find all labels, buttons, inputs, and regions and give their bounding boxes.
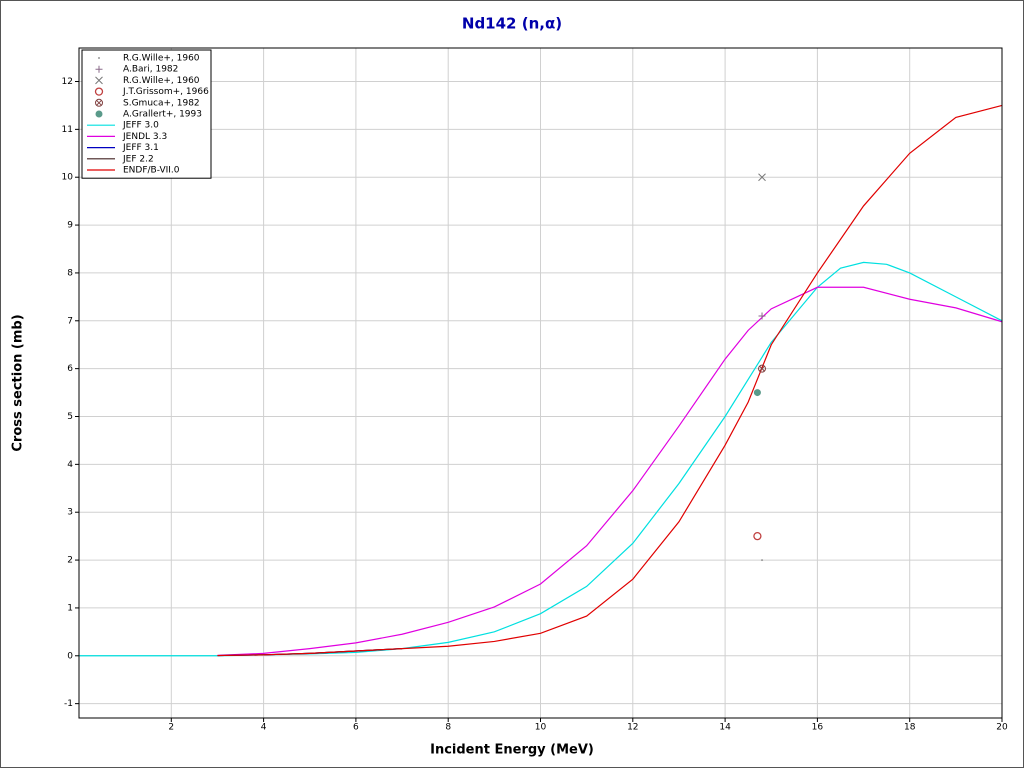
marker-circle — [758, 364, 767, 373]
y-tick-label: 5 — [67, 412, 73, 422]
y-tick-label: 10 — [62, 173, 74, 183]
y-tick-label: 3 — [67, 508, 73, 518]
marker — [753, 531, 762, 541]
marker — [761, 559, 764, 562]
marker — [95, 110, 103, 118]
marker — [758, 312, 766, 320]
marker — [98, 57, 100, 59]
legend-label: JENDL 3.3 — [122, 132, 167, 142]
y-tick-label: 11 — [62, 125, 73, 135]
y-tick-label: 7 — [67, 316, 73, 326]
y-tick-label: 8 — [67, 268, 73, 278]
y-tick-label: -1 — [64, 699, 73, 709]
marker — [95, 65, 103, 73]
marker-x — [96, 99, 102, 106]
y-axis-label: Cross section (mb) — [11, 314, 26, 451]
legend-label: JEFF 3.1 — [122, 143, 159, 153]
line-series — [217, 286, 1003, 656]
x-tick-label: 8 — [445, 723, 451, 733]
legend-box — [81, 49, 212, 179]
y-tick-label: 0 — [67, 651, 73, 661]
y-tick-label: 9 — [67, 221, 73, 231]
marker — [753, 389, 761, 397]
x-tick-label: 16 — [812, 723, 824, 733]
legend-label: R.G.Wille+, 1960 — [123, 54, 200, 64]
marker-circle — [95, 98, 103, 107]
marker-x — [759, 365, 765, 372]
marker-filled — [95, 110, 103, 118]
legend-label: J.T.Grissom+, 1966 — [122, 87, 209, 97]
marker — [94, 87, 104, 96]
marker-plus — [758, 312, 766, 320]
marker — [95, 98, 103, 107]
marker-x — [95, 76, 103, 85]
plot — [79, 104, 1003, 657]
x-tick-label: 20 — [996, 723, 1008, 733]
y-tick-label: 2 — [67, 556, 73, 566]
x-tick-label: 2 — [168, 723, 174, 733]
legend-label: JEF 2.2 — [122, 154, 154, 164]
x-tick-label: 14 — [719, 723, 731, 733]
marker — [758, 173, 766, 182]
x-tick-label: 18 — [904, 723, 916, 733]
y-tick-label: 4 — [67, 460, 73, 470]
marker-circle — [94, 87, 104, 96]
marker-dot — [98, 57, 100, 59]
marker-filled — [753, 389, 761, 397]
legend-label: R.G.Wille+, 1960 — [123, 76, 200, 86]
legend-label: JEFF 3.0 — [122, 121, 159, 131]
marker-x — [758, 173, 766, 182]
x-axis-label: Incident Energy (MeV) — [430, 743, 594, 758]
x-tick-label: 6 — [353, 723, 359, 733]
y-tick-label: 6 — [67, 364, 73, 374]
legend-label: S.Gmuca+, 1982 — [123, 98, 200, 108]
marker — [758, 364, 767, 373]
legend-label: ENDF/B-VII.0 — [123, 166, 180, 176]
line-series — [217, 104, 1003, 657]
marker-dot — [761, 559, 764, 562]
y-tick-label: 12 — [62, 77, 73, 87]
x-tick-label: 12 — [627, 723, 638, 733]
marker-circle — [753, 531, 762, 541]
legend-label: A.Grallert+, 1993 — [123, 110, 202, 120]
marker-plus — [95, 65, 103, 73]
chart-title: Nd142 (n,α) — [462, 15, 562, 33]
marker — [95, 76, 103, 85]
plot-border — [78, 47, 1003, 719]
x-tick-label: 4 — [261, 723, 267, 733]
y-tick-label: 1 — [67, 603, 73, 613]
legend-label: A.Bari, 1982 — [123, 65, 178, 75]
x-tick-label: 10 — [535, 723, 547, 733]
